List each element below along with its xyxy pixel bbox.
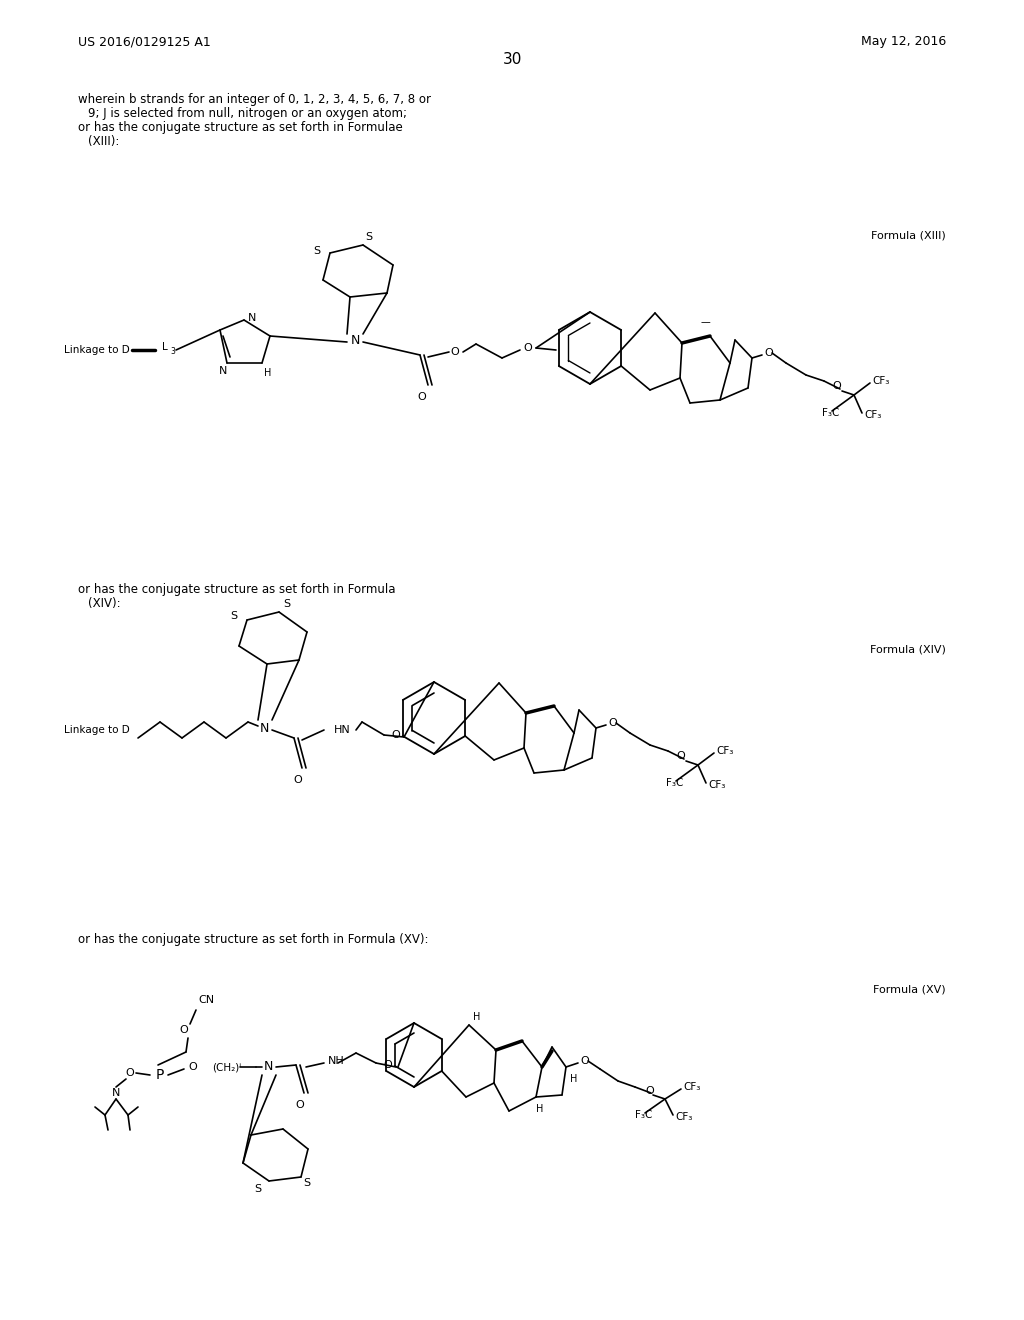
Text: CF₃: CF₃ [708,780,725,789]
Text: Formula (XV): Formula (XV) [873,985,946,995]
Text: CF₃: CF₃ [864,411,882,420]
Text: Formula (XIII): Formula (XIII) [871,230,946,240]
Text: H: H [473,1012,480,1022]
Text: S: S [283,599,290,609]
Text: HN: HN [334,725,351,735]
Text: 9; J is selected from null, nitrogen or an oxygen atom;: 9; J is selected from null, nitrogen or … [88,107,407,120]
Text: O: O [125,1068,134,1078]
Text: (XIII):: (XIII): [88,136,120,149]
Text: N: N [219,366,227,376]
Text: F₃C: F₃C [822,408,840,418]
Text: N: N [263,1060,272,1073]
Text: S: S [229,611,237,620]
Text: O: O [831,381,841,391]
Text: wherein b strands for an integer of 0, 1, 2, 3, 4, 5, 6, 7, 8 or: wherein b strands for an integer of 0, 1… [78,94,431,107]
Text: O: O [451,347,460,356]
Text: Linkage to D: Linkage to D [65,725,130,735]
Text: CN: CN [198,995,214,1005]
Text: or has the conjugate structure as set forth in Formula (XV):: or has the conjugate structure as set fo… [78,933,428,946]
Text: O: O [391,730,400,741]
Text: (CH₂)ⁱ: (CH₂)ⁱ [212,1063,241,1072]
Text: O: O [296,1100,304,1110]
Text: F₃C: F₃C [666,777,683,788]
Text: or has the conjugate structure as set forth in Formulae: or has the conjugate structure as set fo… [78,121,402,135]
Text: NH: NH [328,1056,345,1067]
Text: 30: 30 [503,53,521,67]
Text: H: H [264,368,271,378]
Text: Formula (XIV): Formula (XIV) [870,645,946,655]
Text: US 2016/0129125 A1: US 2016/0129125 A1 [78,36,211,49]
Text: 3: 3 [170,346,175,355]
Text: N: N [248,313,256,323]
Text: O: O [188,1063,197,1072]
Text: CF₃: CF₃ [872,376,890,385]
Text: O: O [294,775,302,785]
Text: O: O [608,718,616,729]
Text: H: H [536,1104,544,1114]
Text: CF₃: CF₃ [683,1082,700,1092]
Text: N: N [259,722,268,734]
Text: O: O [418,392,426,403]
Text: CF₃: CF₃ [716,746,733,756]
Text: O: O [645,1086,653,1096]
Text: P: P [156,1068,164,1082]
Text: May 12, 2016: May 12, 2016 [861,36,946,49]
Text: F₃C: F₃C [635,1110,652,1119]
Text: O: O [580,1056,589,1067]
Text: S: S [313,246,319,256]
Text: O: O [523,343,532,352]
Text: S: S [365,232,372,242]
Text: S: S [303,1177,310,1188]
Text: —: — [700,317,710,327]
Text: O: O [676,751,685,762]
Text: Linkage to D: Linkage to D [65,345,130,355]
Text: O: O [764,348,773,358]
Text: O: O [179,1026,188,1035]
Text: N: N [350,334,359,346]
Text: H: H [570,1074,578,1084]
Text: S: S [254,1184,261,1195]
Text: N: N [112,1088,120,1098]
Text: L: L [162,342,168,352]
Text: CF₃: CF₃ [675,1111,692,1122]
Text: O: O [384,1060,392,1071]
Text: or has the conjugate structure as set forth in Formula: or has the conjugate structure as set fo… [78,583,395,597]
Text: (XIV):: (XIV): [88,598,121,610]
